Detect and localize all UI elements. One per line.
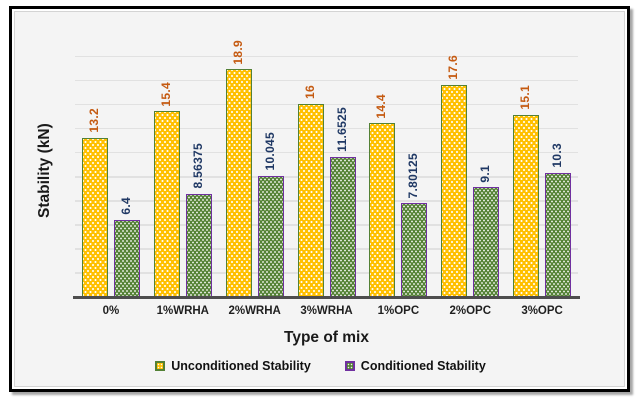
gridline-6 [75, 224, 578, 226]
y-axis-title: Stability (kN) [36, 123, 53, 218]
gridline-4 [75, 248, 578, 250]
conditioned-value-label-1%OPC: 7.80125 [406, 152, 421, 198]
conditioned-bar-0% [113, 219, 140, 297]
gridline-10 [75, 176, 578, 178]
conditioned-bar-1%OPC [401, 203, 428, 297]
x-tick-label-1%OPC: 1%OPC [377, 305, 420, 317]
conditioned-value-label-1%WRHA: 8.56375 [190, 143, 205, 189]
unconditioned-value-label-3%WRHA: 16 [302, 85, 317, 100]
conditioned-bar-2%OPC [473, 187, 500, 297]
x-tick-label-0%: 0% [102, 305, 120, 317]
gridline-16 [75, 103, 578, 106]
gridline-2 [75, 272, 578, 274]
legend-label-unconditioned: Unconditioned Stability [171, 359, 311, 373]
legend-item-conditioned: Conditioned Stability [344, 359, 486, 373]
x-axis-title: Type of mix [284, 329, 369, 346]
unconditioned-bar-0% [81, 137, 108, 297]
unconditioned-bar-1%OPC [369, 123, 396, 297]
gridline-14 [75, 127, 578, 130]
x-axis-tick-labels: 0% 1%WRHA 2%WRHA 3%WRHA 1%OPC 2%OPC 3%OPC [75, 305, 578, 317]
conditioned-bar-1%WRHA [185, 193, 212, 297]
unconditioned-bar-2%OPC [441, 84, 468, 297]
x-tick-label-3%WRHA: 3%WRHA [300, 305, 353, 317]
x-tick-label-3%OPC: 3%OPC [521, 305, 563, 317]
unconditioned-series-swatch-icon [155, 361, 166, 371]
plot-area: 13.2 6.4 15.4 8.56375 18.9 10.045 16 11.6525 14.… [75, 40, 578, 297]
conditioned-bar-3%OPC [545, 172, 572, 297]
unconditioned-value-label-2%WRHA: 18.9 [230, 39, 245, 65]
unconditioned-value-label-3%OPC: 15.1 [518, 85, 533, 111]
conditioned-value-label-2%OPC: 9.1 [478, 164, 493, 183]
legend: Unconditioned Stability Conditioned Stab… [20, 359, 621, 373]
unconditioned-value-label-0%: 13.2 [86, 108, 101, 133]
x-tick-label-2%OPC: 2%OPC [449, 305, 491, 317]
conditioned-value-label-0%: 6.4 [118, 197, 133, 215]
gridline-8 [75, 200, 578, 202]
gridline-12 [75, 151, 578, 154]
legend-item-unconditioned: Unconditioned Stability [155, 359, 311, 373]
gridline-20 [75, 55, 578, 57]
x-axis-line [73, 295, 580, 299]
unconditioned-bar-3%OPC [513, 115, 540, 297]
unconditioned-value-label-2%OPC: 17.6 [446, 55, 461, 80]
conditioned-bar-2%WRHA [257, 175, 284, 297]
unconditioned-bar-2%WRHA [225, 69, 252, 297]
x-tick-label-1%WRHA: 1%WRHA [156, 305, 209, 317]
unconditioned-bar-1%WRHA [153, 111, 180, 297]
unconditioned-bar-3%WRHA [297, 104, 324, 297]
gridline-18 [75, 79, 578, 82]
conditioned-value-label-3%WRHA: 11.6525 [334, 106, 349, 152]
conditioned-bar-3%WRHA [329, 156, 356, 297]
unconditioned-value-label-1%OPC: 14.4 [374, 93, 389, 119]
unconditioned-value-label-1%WRHA: 15.4 [158, 81, 173, 107]
conditioned-value-label-3%OPC: 10.3 [550, 143, 565, 168]
conditioned-value-label-2%WRHA: 10.045 [262, 132, 277, 171]
conditioned-series-swatch-icon [344, 361, 355, 371]
legend-label-conditioned: Conditioned Stability [360, 359, 486, 373]
x-tick-label-2%WRHA: 2%WRHA [228, 305, 281, 317]
